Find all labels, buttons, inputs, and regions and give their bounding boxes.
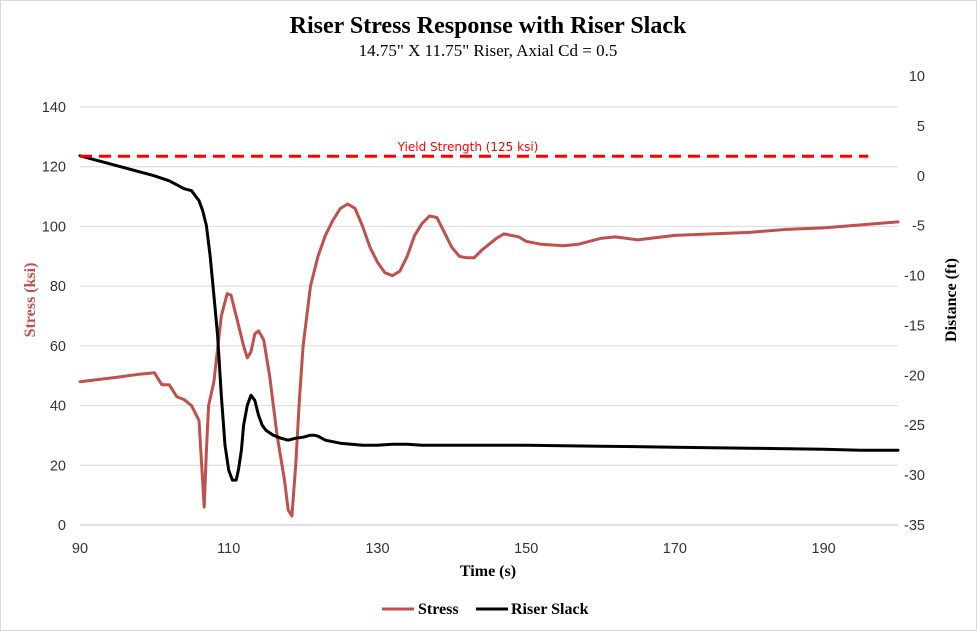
- left-tick-label: 0: [58, 518, 66, 534]
- legend-label-stress: Stress: [418, 601, 459, 618]
- right-axis-title: Distance (ft): [943, 258, 960, 342]
- tick-labels: 90 110 130 150 170 190020406080100120140-35-3…: [42, 69, 925, 557]
- x-tick-label: 170: [663, 541, 687, 557]
- x-tick-label: 90: [72, 541, 88, 557]
- right-tick-label: 0: [917, 169, 925, 185]
- legend-label-riser-slack: Riser Slack: [511, 601, 589, 618]
- right-tick-label: -15: [904, 318, 925, 334]
- gridlines: [80, 106, 898, 466]
- x-axis-title: Time (s): [460, 563, 516, 580]
- x-tick-label: 130: [365, 541, 389, 557]
- right-tick-label: -10: [904, 269, 925, 285]
- left-tick-label: 20: [50, 458, 66, 474]
- right-tick-label: 10: [909, 69, 925, 85]
- chart-title: Riser Stress Response with Riser Slack: [290, 13, 687, 39]
- left-tick-label: 60: [50, 339, 66, 355]
- right-tick-label: -35: [904, 518, 925, 534]
- left-tick-label: 80: [50, 279, 66, 295]
- right-tick-label: -30: [904, 468, 925, 484]
- legend: Stress Riser Slack: [382, 601, 589, 618]
- stress-line: [78, 202, 900, 518]
- riser-slack-line: [78, 154, 900, 482]
- left-axis-title: Stress (ksi): [22, 263, 39, 338]
- right-tick-label: -5: [912, 219, 925, 235]
- left-tick-label: 40: [50, 399, 66, 415]
- series-lines: [78, 154, 900, 518]
- left-tick-label: 100: [42, 219, 66, 235]
- right-tick-label: -20: [904, 368, 925, 384]
- left-tick-label: 120: [42, 160, 66, 176]
- right-tick-label: 5: [917, 119, 925, 135]
- chart-subtitle: 14.75" X 11.75" Riser, Axial Cd = 0.5: [359, 41, 618, 60]
- x-tick-label: 190: [812, 541, 836, 557]
- left-tick-label: 140: [42, 100, 66, 116]
- right-tick-label: -25: [904, 418, 925, 434]
- x-tick-label: 110: [217, 541, 240, 557]
- x-tick-label: 150: [514, 541, 538, 557]
- yield-strength-annotation: Yield Strength (125 ksi): [397, 140, 539, 154]
